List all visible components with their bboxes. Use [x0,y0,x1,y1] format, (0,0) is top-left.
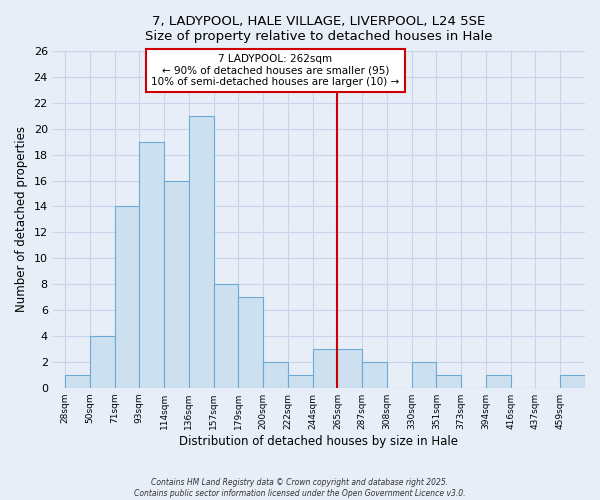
Bar [139,142,164,388]
Bar [436,375,461,388]
Title: 7, LADYPOOL, HALE VILLAGE, LIVERPOOL, L24 5SE
Size of property relative to detac: 7, LADYPOOL, HALE VILLAGE, LIVERPOOL, L2… [145,15,493,43]
Bar [65,375,90,388]
Text: 7 LADYPOOL: 262sqm
← 90% of detached houses are smaller (95)
10% of semi-detache: 7 LADYPOOL: 262sqm ← 90% of detached hou… [151,54,400,87]
Bar [214,284,238,388]
Bar [337,349,362,388]
Bar [189,116,214,388]
Bar [560,375,585,388]
Bar [313,349,337,388]
Bar [412,362,436,388]
X-axis label: Distribution of detached houses by size in Hale: Distribution of detached houses by size … [179,434,458,448]
Bar [90,336,115,388]
Bar [288,375,313,388]
Bar [115,206,139,388]
Text: Contains HM Land Registry data © Crown copyright and database right 2025.
Contai: Contains HM Land Registry data © Crown c… [134,478,466,498]
Y-axis label: Number of detached properties: Number of detached properties [15,126,28,312]
Bar [164,180,189,388]
Bar [238,297,263,388]
Bar [362,362,387,388]
Bar [486,375,511,388]
Bar [263,362,288,388]
